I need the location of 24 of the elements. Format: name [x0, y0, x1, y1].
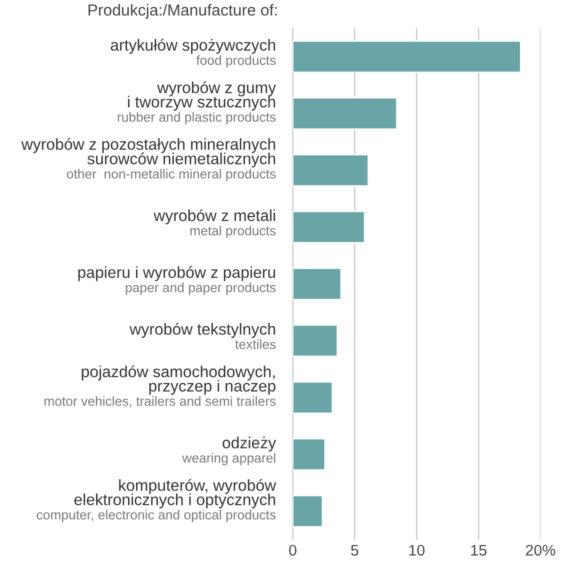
x-tick-label: 10 — [409, 544, 425, 556]
bar — [292, 97, 398, 130]
y-tick-label: odzieży wearing apparel — [182, 436, 276, 466]
y-tick-label: artykułów spożywczych food products — [110, 38, 276, 68]
bar — [292, 438, 326, 471]
y-tick-label: komputerów, wyrobów elektronicznych i optycznych computer, electronic and optical products — [36, 479, 276, 522]
x-tick-label: 15 — [471, 544, 486, 556]
bar — [292, 381, 334, 414]
y-tick-label: pojazdów samochodowych, przyczep i naczep motor vehicles, trailers and semi trailers — [44, 365, 276, 408]
bar — [292, 210, 366, 244]
bar — [292, 494, 324, 528]
y-tick-label: wyrobów z metali metal products — [154, 209, 276, 238]
y-tick-label: wyrobów z pozostałych mineralnych surowców niemetalicznych other non-metallic mineral products — [21, 138, 276, 182]
x-tick-label: 5 — [351, 544, 358, 556]
y-tick-label: wyrobów z gumy i tworzyw sztucznych rubber and plastic products — [118, 81, 276, 124]
x-tick-label: 0 — [289, 544, 296, 556]
bar — [292, 324, 338, 358]
x-tick-label: 20% — [526, 544, 556, 556]
bar — [292, 154, 370, 187]
y-tick-label: wyrobów tekstylnych textiles — [130, 322, 276, 350]
y-tick-label: papieru i wyrobów z papieru paper and paper products — [78, 266, 276, 295]
chart-title: Produkcja:/Manufacture of: — [88, 4, 277, 19]
bar — [292, 268, 342, 300]
bar — [292, 40, 522, 73]
